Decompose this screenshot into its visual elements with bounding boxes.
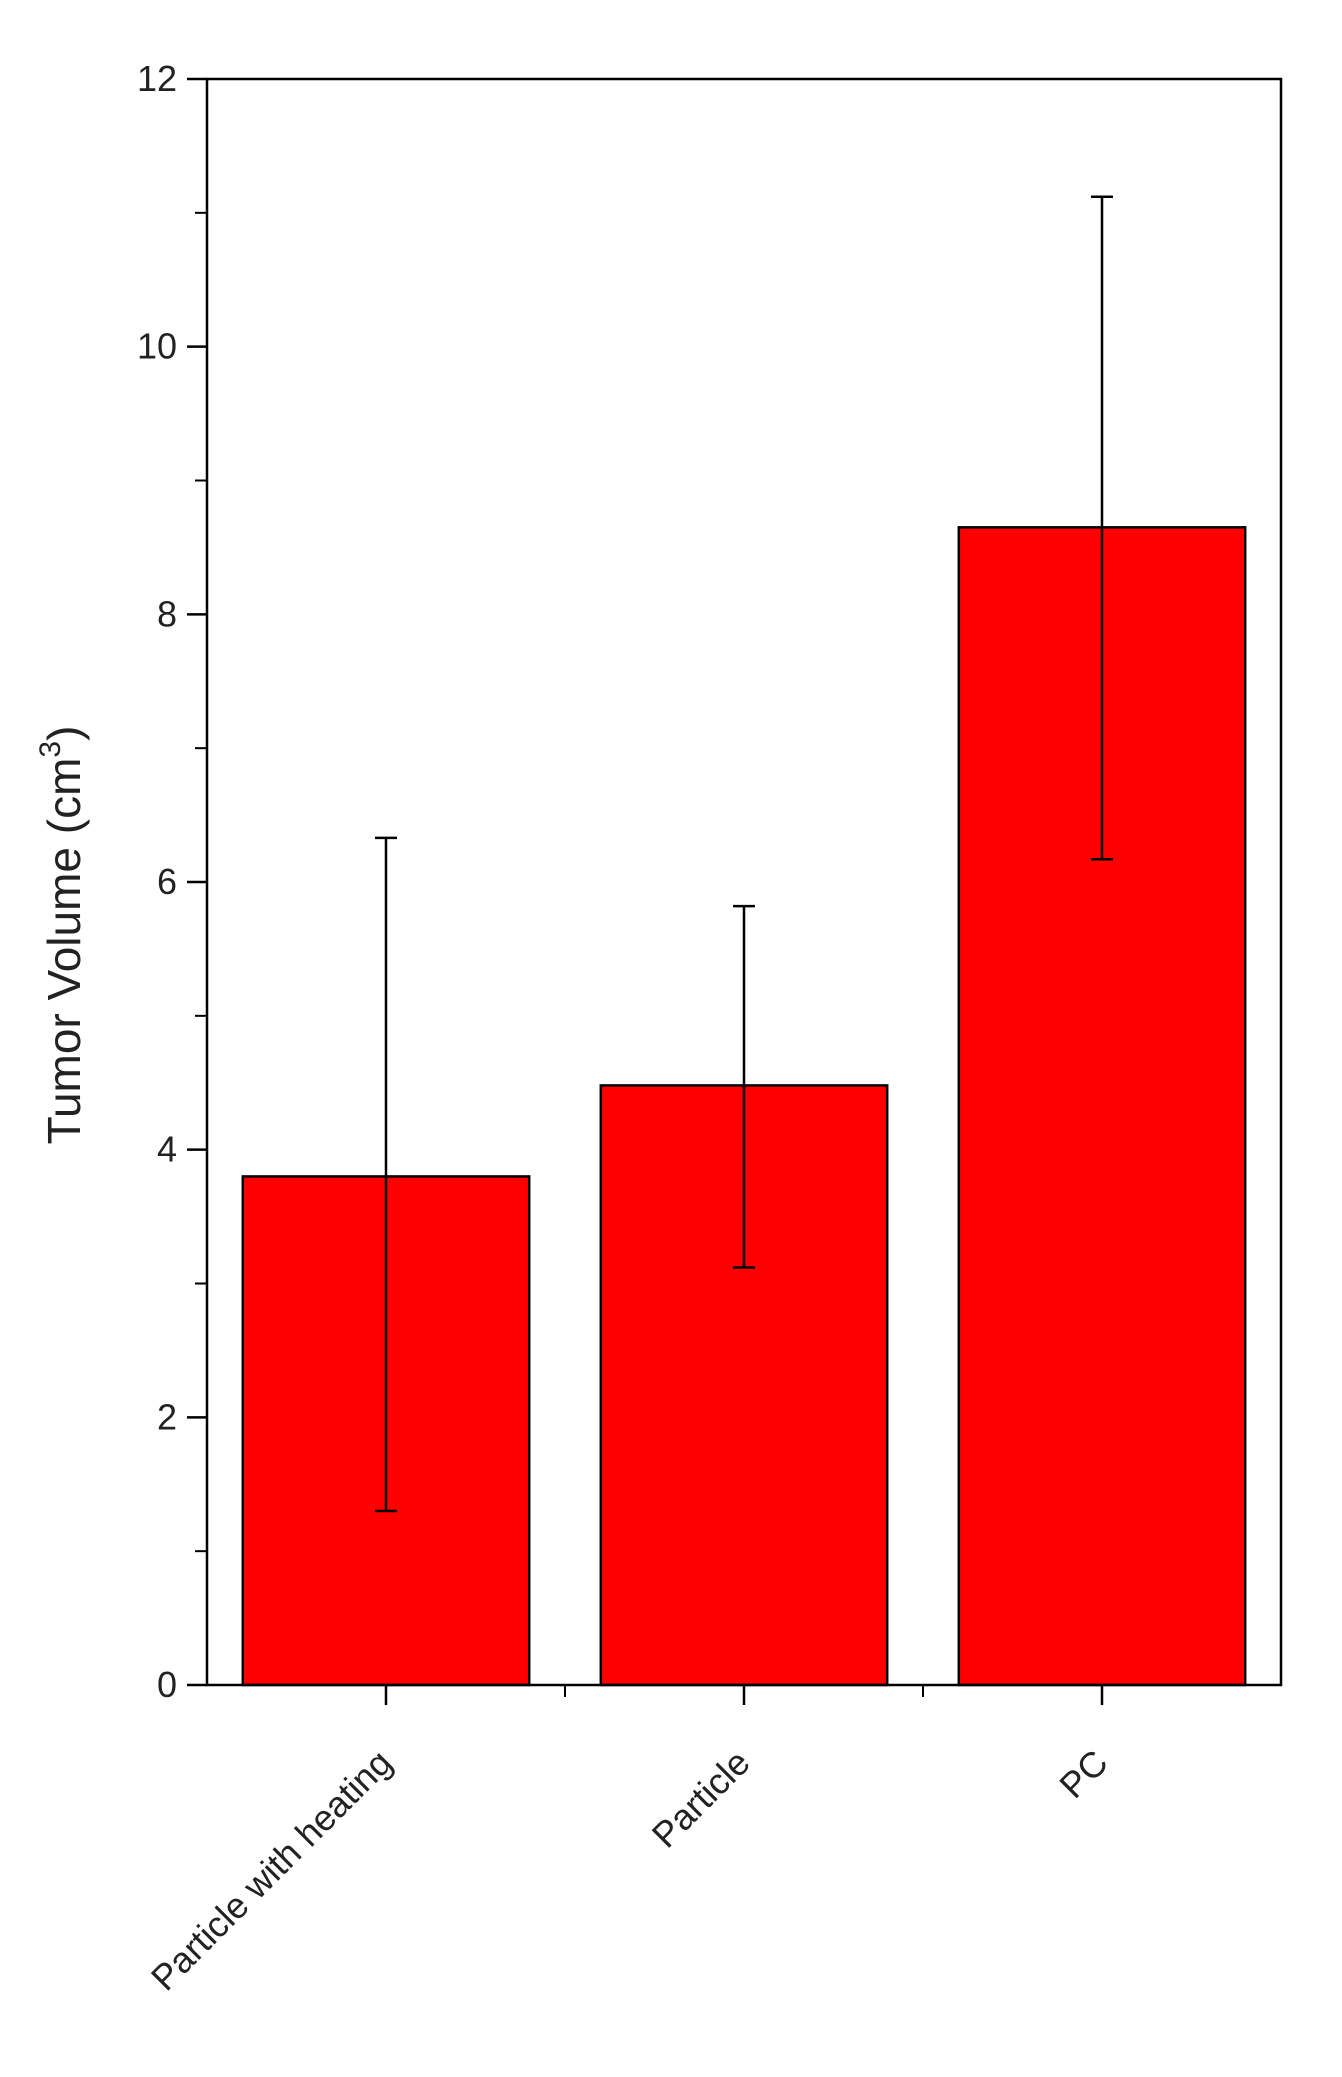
y-tick-label: 2 <box>157 1396 177 1437</box>
y-tick-label: 4 <box>157 1129 177 1170</box>
y-tick-label: 10 <box>137 326 177 367</box>
error-bars-layer <box>375 195 1113 1513</box>
axes-frame <box>187 77 1283 1705</box>
y-tick-label: 8 <box>157 593 177 634</box>
y-axis-title-close: ) <box>38 726 90 741</box>
y-tick-label: 12 <box>137 58 177 99</box>
x-tick-label: PC <box>1051 1742 1115 1806</box>
y-axis-title-main: Tumor Volume (cm <box>38 758 90 1145</box>
svg-text:Tumor Volume (cm3): Tumor Volume (cm3) <box>34 726 90 1145</box>
y-axis-title-superscript: 3 <box>34 741 67 758</box>
y-tick-label: 0 <box>157 1664 177 1705</box>
y-tick-label: 6 <box>157 861 177 902</box>
x-tick-label: Particle <box>644 1742 758 1856</box>
y-axis-title: Tumor Volume (cm3) <box>34 726 90 1145</box>
x-tick-label: Particle with heating <box>143 1742 400 1999</box>
